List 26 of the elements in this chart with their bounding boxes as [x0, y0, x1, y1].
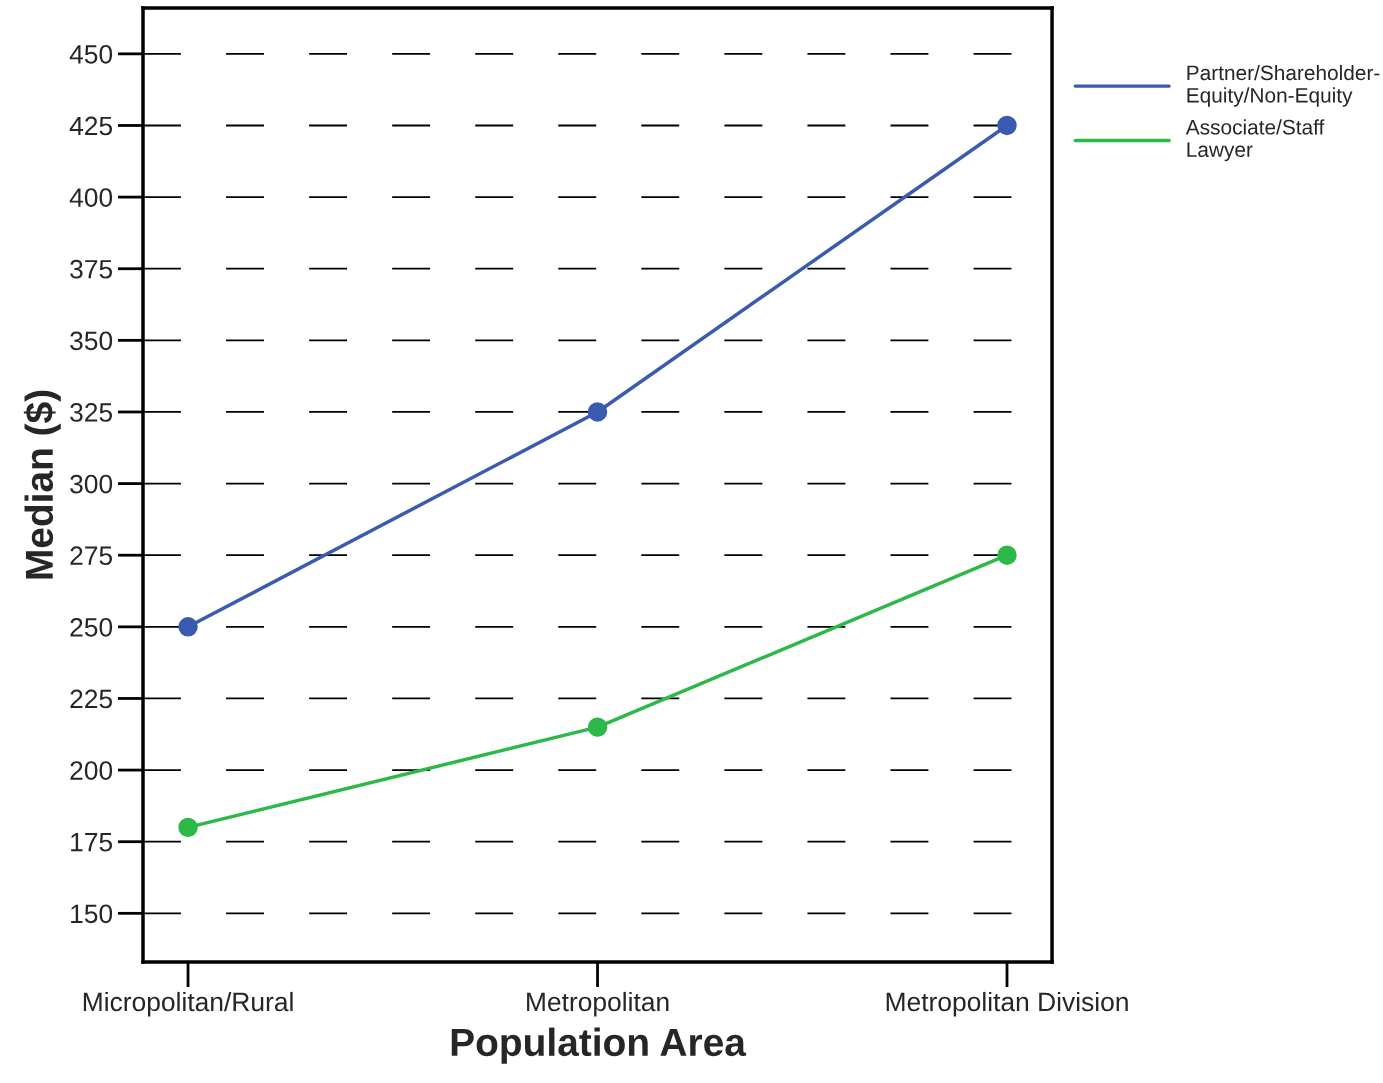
point — [587, 402, 608, 422]
y-tick-label: 450 — [69, 44, 113, 64]
point — [997, 115, 1017, 136]
y-tick-label: 275 — [70, 546, 113, 566]
x-tick-label: Metropolitan Division — [886, 991, 1128, 1017]
legend-label: Associate/Staff Lawyer — [1185, 119, 1325, 162]
y-tick-label: 300 — [70, 474, 113, 494]
point — [587, 717, 608, 737]
y-tick-label: 325 — [70, 403, 113, 422]
x-axis-title: Population Area — [451, 1027, 747, 1064]
y-tick-label: 200 — [70, 761, 113, 780]
y-tick-label: 175 — [71, 833, 113, 852]
x-tick-label: Metropolitan — [527, 991, 669, 1017]
y-tick-label: 250 — [70, 617, 113, 637]
y-tick-label: 400 — [69, 188, 113, 207]
y-tick-label: 150 — [71, 904, 113, 924]
y-tick-label: 225 — [70, 689, 113, 709]
y-tick-label: 375 — [70, 259, 113, 279]
y-tick-label: 350 — [70, 331, 113, 351]
x-tick-label: Micropolitan/Rural — [83, 991, 293, 1017]
y-axis-title: Median ($) — [23, 390, 61, 579]
point — [178, 617, 198, 637]
point — [178, 817, 198, 838]
legend-label: Partner/Shareholder- Equity/Non-Equity — [1187, 64, 1380, 107]
point — [997, 545, 1017, 565]
y-tick-label: 425 — [69, 116, 113, 136]
